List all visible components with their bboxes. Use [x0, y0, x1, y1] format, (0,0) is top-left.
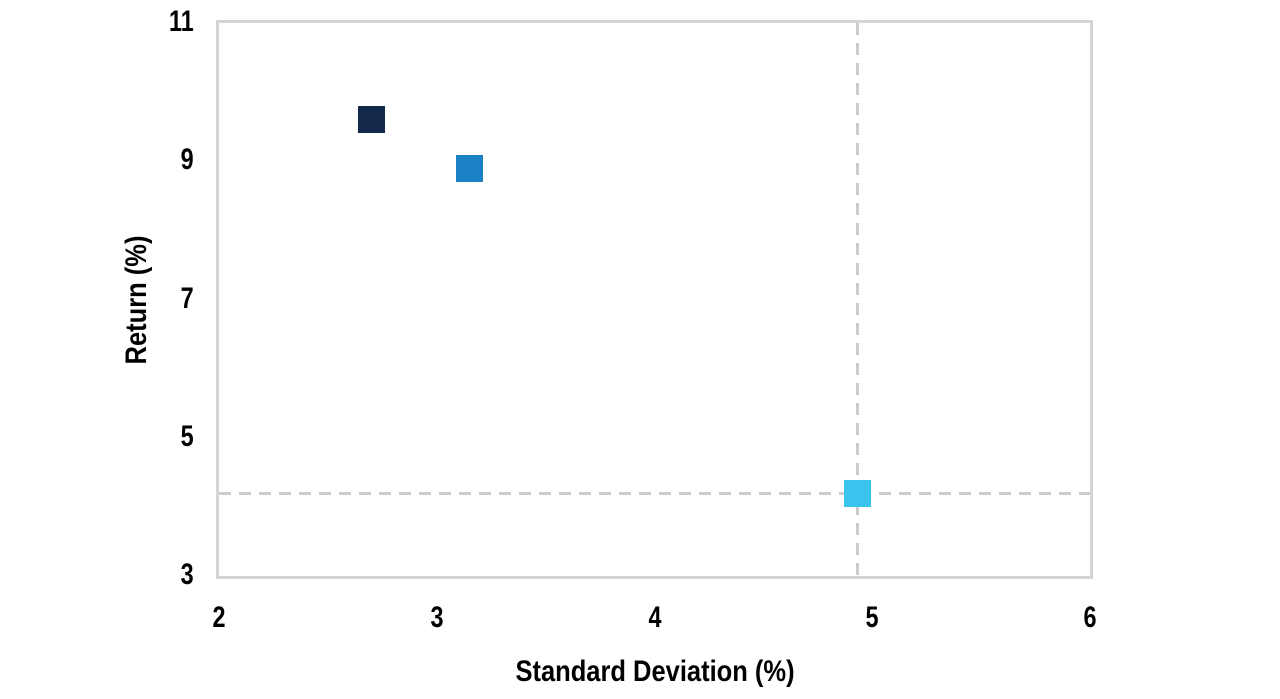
y-tick-label-9: 9	[180, 143, 194, 177]
y-tick-label-11: 11	[169, 4, 194, 38]
x-tick-label-2: 2	[212, 601, 226, 634]
y-tick-label-3: 3	[180, 557, 194, 591]
plot-border	[216, 20, 1093, 579]
dark-navy-point	[357, 106, 385, 134]
vertical-reference-line	[855, 23, 859, 576]
y-tick-label-7: 7	[180, 281, 194, 315]
plot-area	[216, 20, 1093, 579]
x-axis-title-text: Standard Deviation (%)	[515, 655, 795, 688]
light-blue-point	[843, 479, 871, 507]
horizontal-reference-line	[219, 491, 1090, 495]
medium-blue-point	[455, 154, 483, 182]
y-tick-label-5: 5	[180, 419, 194, 453]
x-tick-label-3: 3	[430, 601, 444, 634]
x-axis-title: Standard Deviation (%)	[491, 655, 819, 689]
x-tick-label-6: 6	[1083, 601, 1097, 634]
x-tick-label-4: 4	[647, 601, 662, 634]
x-tick-label-5: 5	[865, 601, 879, 634]
